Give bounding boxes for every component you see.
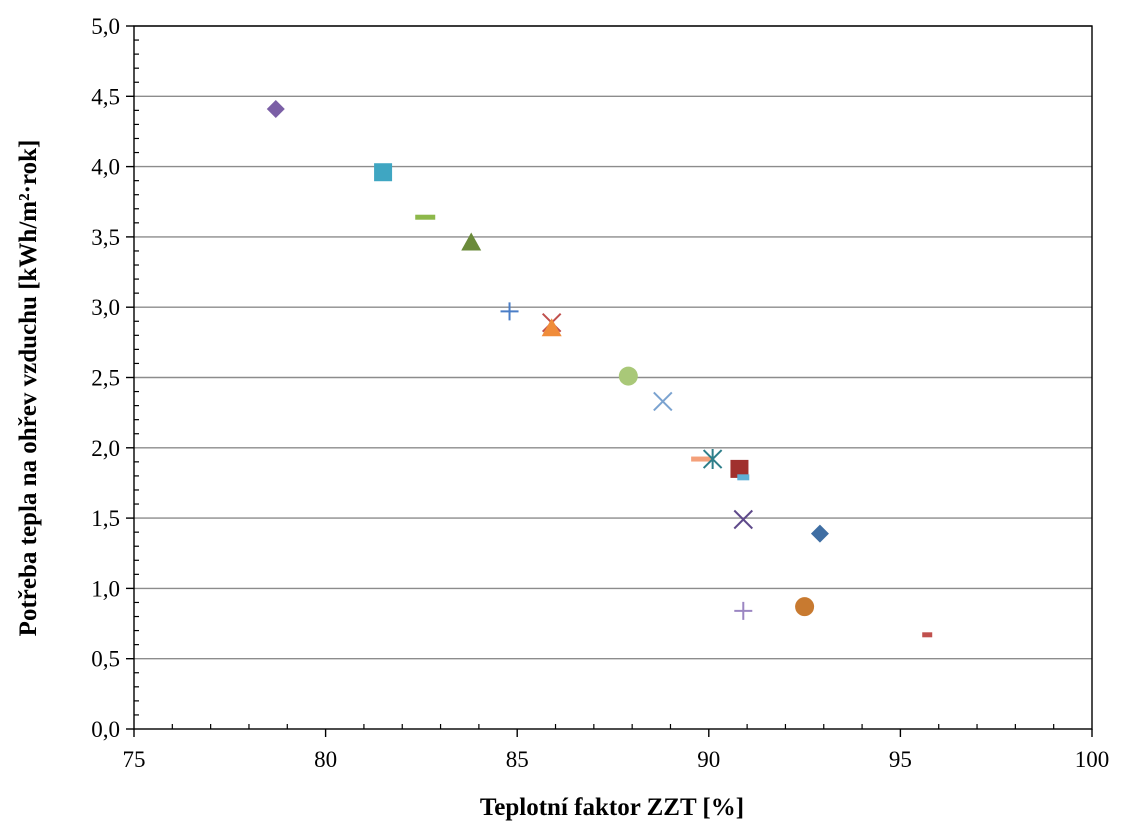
data-point <box>461 233 481 251</box>
x-tick-label: 85 <box>506 747 529 772</box>
data-point <box>737 474 749 480</box>
y-tick-label: 0,5 <box>91 647 120 672</box>
data-point <box>691 457 711 462</box>
data-point <box>811 525 829 543</box>
x-tick-label: 95 <box>889 747 912 772</box>
y-tick-label: 5,0 <box>91 14 120 39</box>
y-axis-title: Potřeba tepla na ohřev vzduchu [kWh/m²·r… <box>15 140 42 637</box>
x-tick-label: 75 <box>123 747 146 772</box>
y-tick-label: 4,5 <box>91 84 120 109</box>
data-points <box>267 100 932 637</box>
y-tick-label: 4,0 <box>91 155 120 180</box>
x-tick-label: 100 <box>1075 747 1110 772</box>
x-tick-label: 90 <box>697 747 720 772</box>
y-tick-label: 3,5 <box>91 225 120 250</box>
x-axis: 75 80 85 90 95 100 <box>123 724 1110 772</box>
x-tick-label: 80 <box>314 747 337 772</box>
y-tick-label: 3,0 <box>91 295 120 320</box>
data-point <box>654 392 672 410</box>
y-axis: 0,0 0,5 1,0 1,5 2,0 2,5 3,0 3,5 4,0 4,5 5,0 <box>91 14 139 742</box>
data-point <box>501 302 519 320</box>
y-tick-label: 0,0 <box>91 717 120 742</box>
data-point <box>374 163 392 181</box>
data-point <box>795 597 814 616</box>
y-tick-label: 1,0 <box>91 576 120 601</box>
y-tick-label: 1,5 <box>91 506 120 531</box>
y-tick-label: 2,0 <box>91 436 120 461</box>
gridlines <box>134 26 1092 659</box>
y-tick-label: 2,5 <box>91 366 120 391</box>
data-point <box>922 632 932 637</box>
data-point <box>267 100 285 118</box>
data-point <box>619 367 638 386</box>
data-point <box>415 215 435 220</box>
data-point <box>542 318 562 336</box>
data-point <box>734 602 752 620</box>
data-point <box>734 511 752 529</box>
x-axis-title: Teplotní faktor ZZT [%] <box>480 794 744 821</box>
